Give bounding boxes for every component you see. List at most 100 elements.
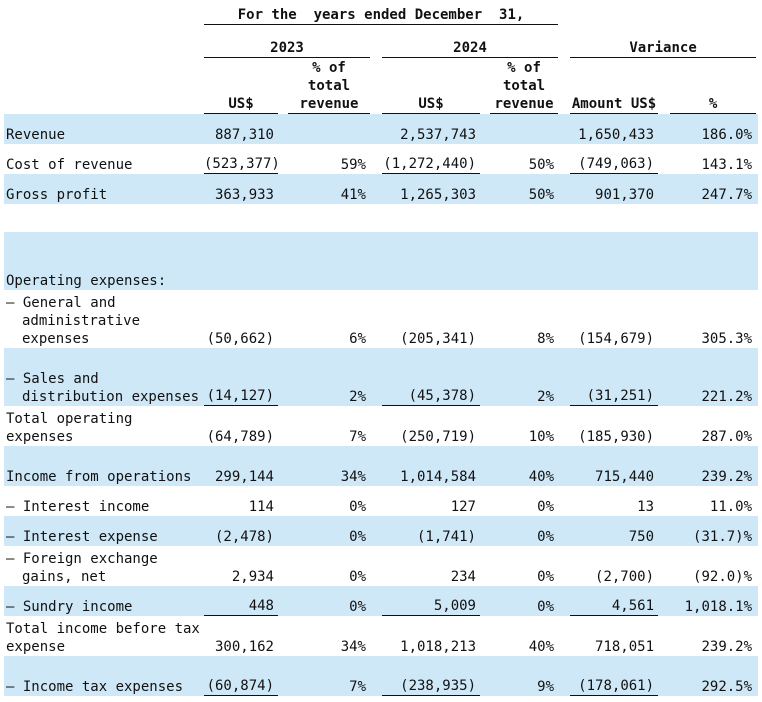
table-row: Total income before tax expense 300,162 34… (4, 616, 758, 656)
column-heading: US$ (382, 95, 480, 114)
row-label: – Sales and distribution expenses (6, 371, 200, 405)
amount: 887,310 (214, 127, 274, 143)
amount: (185,930) (578, 429, 655, 445)
amount: 2,934 (231, 569, 274, 585)
percent: 34% (340, 639, 366, 655)
column-heading: % of total revenue (288, 59, 370, 114)
table-row: Operating expenses: (4, 232, 759, 290)
percent: 239.2% (701, 639, 753, 655)
table-row: – General and administrative expenses (50… (4, 290, 758, 348)
amount: 1,018,213 (400, 639, 476, 655)
amount: 114 (248, 499, 274, 515)
amount: (2,700) (595, 569, 655, 585)
amount: 234 (450, 569, 476, 585)
amount: (50,662) (206, 331, 274, 347)
amount: (1,741) (416, 529, 476, 545)
percent: 221.2% (701, 389, 753, 405)
amount: (154,679) (578, 331, 655, 347)
column-heading: Amount US$ (570, 96, 659, 114)
table-row: – Sundry income 448 0% 5,009 0% 4,561 1,018.1% (4, 586, 759, 616)
table-row: – Interest income 114 0% 127 0% 13 11.0% (4, 486, 758, 516)
row-label: – Income tax expenses (6, 679, 184, 695)
percent: (31.7)% (693, 529, 753, 545)
table-row: – Sales and distribution expenses (14,127… (4, 348, 759, 406)
column-heading: US$ (204, 95, 278, 114)
amount: 300,162 (214, 639, 274, 655)
row-label: Income from operations (6, 469, 192, 485)
amount: 2,537,743 (400, 127, 476, 143)
percent: (92.0)% (693, 569, 753, 585)
percent: 0% (349, 529, 366, 545)
amount: (14,127) (204, 387, 278, 406)
percent: 292.5% (701, 679, 753, 695)
percent: 11.0% (709, 499, 753, 515)
table-row: Income from operations 299,144 34% 1,014,58… (4, 446, 759, 486)
amount: (31,251) (570, 387, 659, 406)
amount: (64,789) (206, 429, 274, 445)
amount: 127 (450, 499, 476, 515)
percent: 10% (528, 429, 555, 445)
amount: (523,377) (204, 156, 280, 174)
table-row: – Interest expense (2,478) 0% (1,741) 0% 750 (… (4, 516, 759, 546)
percent: 0% (537, 599, 555, 615)
table-row: – Income tax expenses (60,874) 7% (238,935)… (4, 656, 759, 696)
percent: 59% (340, 157, 366, 173)
year-heading: 2024 (382, 39, 559, 58)
percent: 305.3% (701, 331, 753, 347)
amount: 5,009 (382, 597, 480, 616)
table-row: Cost of revenue (523,377) 59% (1,272,440) 50… (4, 144, 758, 174)
amount: 299,144 (214, 469, 274, 485)
row-label: Cost of revenue (6, 157, 133, 173)
percent: 143.1% (701, 157, 753, 173)
table-row: – Foreign exchange gains, net 2,934 0% 234 0… (4, 546, 758, 586)
amount: 718,051 (595, 639, 655, 655)
percent: 0% (349, 569, 366, 585)
amount: (749,063) (570, 155, 659, 174)
table-row: Net income239,28827%779,27831%539,990225… (4, 696, 758, 702)
table-row: Total operating expenses (64,789) 7% (250,7… (4, 406, 758, 446)
percent: 0% (537, 499, 555, 515)
amount: 750 (628, 529, 655, 545)
row-label: Total income before tax expense (6, 621, 200, 655)
period-heading: For the years ended December 31, (204, 6, 559, 25)
percent: 34% (340, 469, 366, 485)
row-label: – Interest expense (6, 529, 158, 545)
percent: 40% (528, 469, 555, 485)
percent: 50% (528, 157, 555, 173)
percent: 50% (528, 187, 555, 203)
amount: (178,061) (570, 677, 659, 696)
table-row: Gross profit 363,933 41% 1,265,303 50% 901,37… (4, 174, 759, 204)
row-label: – Foreign exchange gains, net (6, 551, 158, 585)
amount: (1,272,440) (382, 155, 480, 174)
amount: 1,014,584 (400, 469, 476, 485)
column-heading: % of total revenue (490, 59, 559, 114)
amount: (60,874) (204, 677, 278, 696)
percent: 41% (340, 187, 366, 203)
amount: (45,378) (382, 387, 480, 406)
percent: 8% (537, 331, 555, 347)
percent: 40% (528, 639, 555, 655)
percent: 0% (349, 599, 366, 615)
percent: 9% (537, 679, 555, 695)
row-label: – Sundry income (6, 599, 133, 615)
column-heading: % (670, 95, 757, 114)
percent: 287.0% (701, 429, 753, 445)
row-label: Gross profit (6, 187, 108, 203)
amount: 1,265,303 (400, 187, 476, 203)
percent: 7% (349, 429, 366, 445)
percent: 7% (349, 679, 366, 695)
percent: 239.2% (701, 469, 753, 485)
table-row: Revenue 887,310 2,537,743 1,650,433 186.0% (4, 114, 759, 144)
percent: 0% (537, 529, 555, 545)
amount: (238,935) (382, 677, 480, 696)
amount: 1,650,433 (578, 127, 655, 143)
amount: (2,478) (214, 529, 274, 545)
percent: 6% (349, 331, 366, 347)
amount: 4,561 (570, 597, 659, 616)
row-label: Total operating expenses (6, 411, 133, 445)
row-label: – Interest income (6, 499, 150, 515)
percent: 0% (349, 499, 366, 515)
percent: 186.0% (701, 127, 753, 143)
percent: 247.7% (701, 187, 753, 203)
